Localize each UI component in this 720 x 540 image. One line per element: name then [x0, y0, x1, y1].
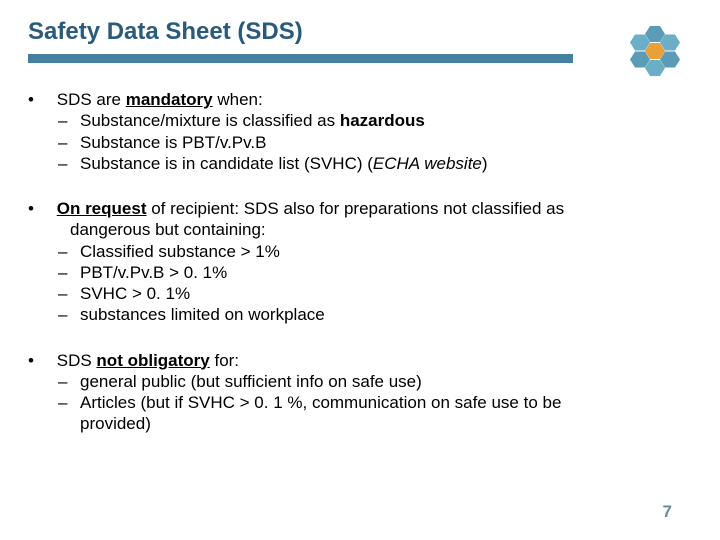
bullet-1-lead: SDS are mandatory when:: [57, 90, 263, 109]
bullet-2-lead: On request of recipient: SDS also for pr…: [46, 199, 692, 241]
bullet-3-lead: SDS not obligatory for:: [57, 351, 239, 370]
slide-body: SDS are mandatory when: Substance/mixtur…: [28, 89, 692, 435]
bullet-1-sub-3: Substance is in candidate list (SVHC) (E…: [80, 153, 692, 174]
bullet-1: SDS are mandatory when: Substance/mixtur…: [46, 89, 692, 174]
page-number: 7: [663, 502, 672, 522]
bullet-3: SDS not obligatory for: general public (…: [46, 350, 692, 435]
hexagon-flower-logo-icon: [626, 24, 684, 83]
title-underline-bar: [28, 54, 573, 63]
bullet-1-sub-2: Substance is PBT/v.Pv.B: [80, 132, 692, 153]
bullet-2-sub-2: PBT/v.Pv.B > 0. 1%: [80, 262, 692, 283]
bullet-3-sub-2: Articles (but if SVHC > 0. 1 %, communic…: [80, 392, 692, 435]
bullet-1-sub-1: Substance/mixture is classified as hazar…: [80, 110, 692, 131]
bullet-2-sub-4: substances limited on workplace: [80, 304, 692, 325]
slide-title: Safety Data Sheet (SDS): [28, 18, 692, 46]
bullet-2: On request of recipient: SDS also for pr…: [46, 198, 692, 326]
bullet-2-sub-3: SVHC > 0. 1%: [80, 283, 692, 304]
bullet-3-sub-1: general public (but sufficient info on s…: [80, 371, 692, 392]
bullet-2-sub-1: Classified substance > 1%: [80, 241, 692, 262]
